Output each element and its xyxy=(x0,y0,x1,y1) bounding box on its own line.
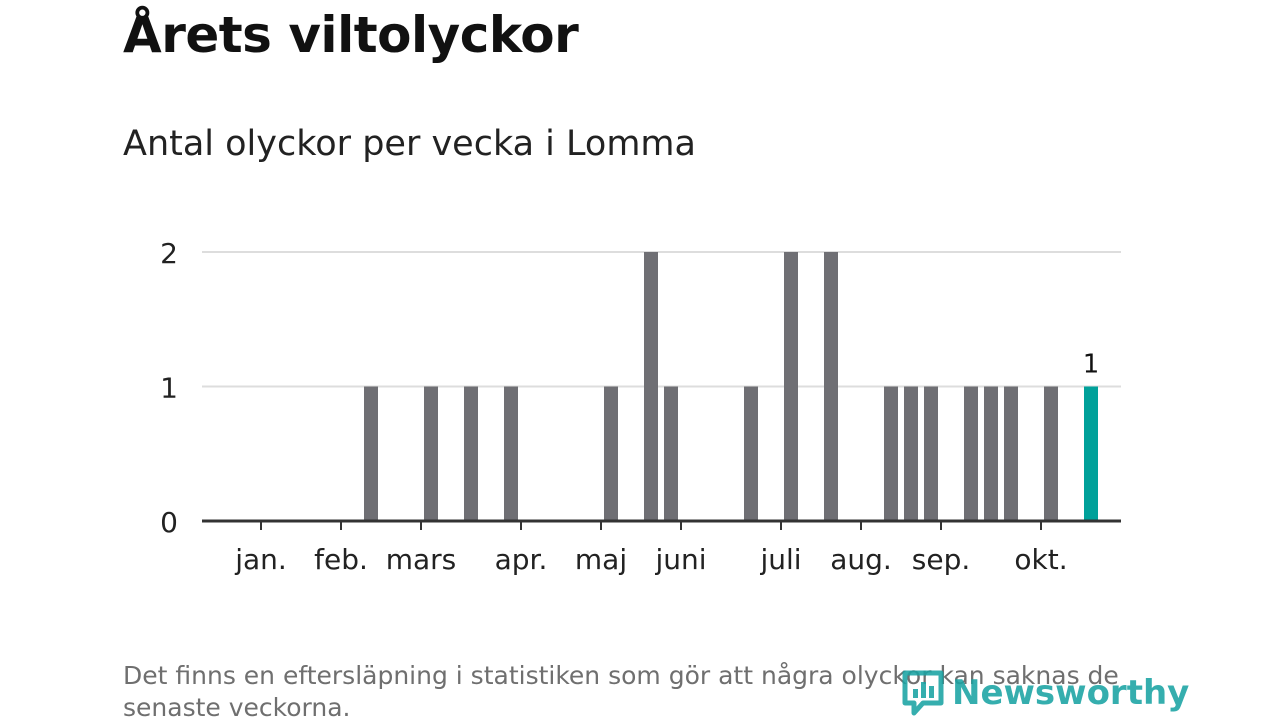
bars xyxy=(364,252,1098,521)
y-tick-label-2: 2 xyxy=(160,237,178,270)
x-tick-label-aug.: aug. xyxy=(830,543,892,576)
bar-week-38 xyxy=(964,386,978,521)
x-tick-label-feb.: feb. xyxy=(314,543,368,576)
bar-week-31 xyxy=(824,252,838,521)
bar-week-35 xyxy=(904,386,918,521)
bar-week-13 xyxy=(464,386,478,521)
bar-week-34 xyxy=(884,386,898,521)
bar-week-23 xyxy=(664,386,678,521)
bar-week-22 xyxy=(644,252,658,521)
y-tick-label-0: 0 xyxy=(160,506,178,539)
x-tick-label-mars: mars xyxy=(386,543,457,576)
bar-week-8 xyxy=(364,386,378,521)
data-label-highlight: 1 xyxy=(1083,350,1100,380)
bar-week-40 xyxy=(1004,386,1018,521)
logo-text: Newsworthy xyxy=(952,673,1190,713)
x-tick-label-juni: juni xyxy=(654,543,706,576)
x-tick-label-okt.: okt. xyxy=(1014,543,1067,576)
x-tick-label-maj: maj xyxy=(575,543,627,576)
newsworthy-logo[interactable]: Newsworthy xyxy=(902,668,1189,718)
chart-subtitle: Antal olyckor per vecka i Lomma xyxy=(123,124,696,164)
axes xyxy=(202,519,1121,530)
bar-week-36 xyxy=(924,386,938,521)
tick-labels: 0 1 2 1 jan. feb. mars apr. maj juni juli aug. sep. o… xyxy=(160,237,1099,576)
bar-week-15 xyxy=(504,386,518,521)
x-tick-label-apr.: apr. xyxy=(495,543,548,576)
bar-highlight-week-44 xyxy=(1084,386,1098,521)
gridlines xyxy=(202,251,1121,388)
newsworthy-logo-icon xyxy=(902,670,944,716)
bar-week-27 xyxy=(744,386,758,521)
bar-week-29 xyxy=(784,252,798,521)
x-tick-label-sep.: sep. xyxy=(912,543,971,576)
y-tick-label-1: 1 xyxy=(160,372,178,405)
bar-week-11 xyxy=(424,386,438,521)
chart-title: Årets viltolyckor xyxy=(123,6,579,64)
bar-week-42 xyxy=(1044,386,1058,521)
bar-week-20 xyxy=(604,386,618,521)
footnote: Det finns en eftersläpning i statistiken… xyxy=(123,661,1119,722)
x-tick-label-jan.: jan. xyxy=(234,543,287,576)
x-tick-label-juli: juli xyxy=(759,543,801,576)
bar-week-39 xyxy=(984,386,998,521)
